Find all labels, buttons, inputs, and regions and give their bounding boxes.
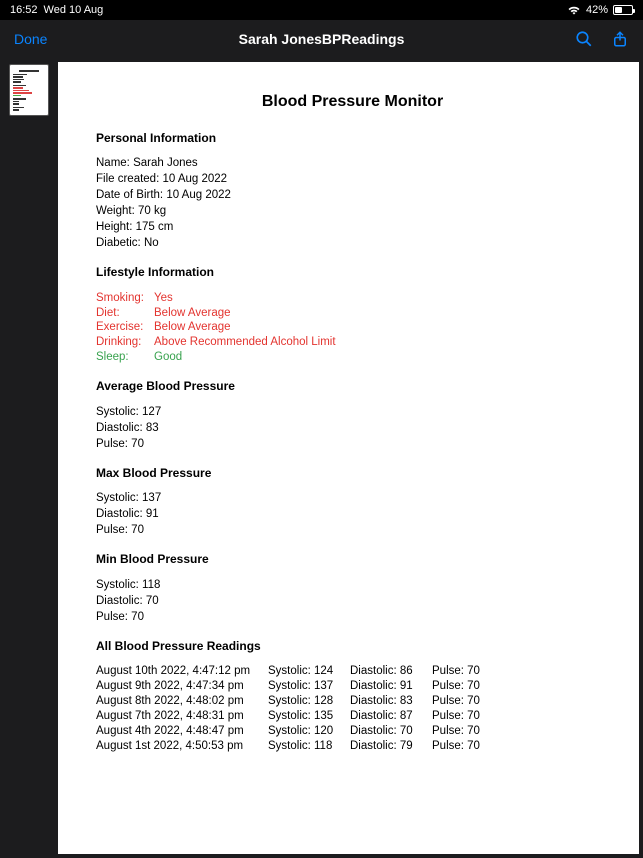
file-created-line: File created: 10 Aug 2022 [96, 172, 609, 187]
status-date: Wed 10 Aug [44, 4, 104, 16]
search-icon[interactable] [575, 30, 593, 48]
nav-bar: Done Sarah JonesBPReadings [0, 20, 643, 58]
reading-systolic: Systolic: 128 [268, 694, 346, 709]
lifestyle-value: Above Recommended Alcohol Limit [154, 335, 336, 350]
reading-diastolic: Diastolic: 86 [350, 664, 428, 679]
battery-fill [615, 7, 622, 13]
lifestyle-row: Smoking:Yes [96, 291, 609, 306]
done-button[interactable]: Done [14, 31, 47, 47]
status-bar: 16:52 Wed 10 Aug 42% [0, 0, 643, 20]
reading-systolic: Systolic: 137 [268, 679, 346, 694]
readings-heading: All Blood Pressure Readings [96, 639, 609, 655]
lifestyle-label: Diet: [96, 306, 154, 321]
status-right: 42% [567, 4, 633, 16]
lifestyle-label: Sleep: [96, 350, 154, 365]
lifestyle-value: Below Average [154, 320, 231, 335]
dob-line: Date of Birth: 10 Aug 2022 [96, 188, 609, 203]
reading-diastolic: Diastolic: 83 [350, 694, 428, 709]
reading-systolic: Systolic: 124 [268, 664, 346, 679]
reading-datetime: August 1st 2022, 4:50:53 pm [96, 739, 264, 754]
max-diastolic: Diastolic: 91 [96, 507, 609, 522]
nav-actions [575, 30, 629, 48]
weight-line: Weight: 70 kg [96, 204, 609, 219]
reading-pulse: Pulse: 70 [432, 739, 609, 754]
reading-datetime: August 9th 2022, 4:47:34 pm [96, 679, 264, 694]
share-icon[interactable] [611, 30, 629, 48]
status-time: 16:52 [10, 4, 38, 16]
status-left: 16:52 Wed 10 Aug [10, 4, 103, 16]
lifestyle-row: Diet:Below Average [96, 306, 609, 321]
lifestyle-block: Smoking:YesDiet:Below AverageExercise:Be… [96, 291, 609, 366]
reading-datetime: August 7th 2022, 4:48:31 pm [96, 709, 264, 724]
reading-diastolic: Diastolic: 91 [350, 679, 428, 694]
document-title-nav: Sarah JonesBPReadings [239, 31, 405, 47]
reading-pulse: Pulse: 70 [432, 679, 609, 694]
lifestyle-row: Drinking:Above Recommended Alcohol Limit [96, 335, 609, 350]
lifestyle-value: Good [154, 350, 182, 365]
personal-heading: Personal Information [96, 131, 609, 147]
lifestyle-row: Sleep:Good [96, 350, 609, 365]
lifestyle-label: Drinking: [96, 335, 154, 350]
lifestyle-label: Smoking: [96, 291, 154, 306]
avg-pulse: Pulse: 70 [96, 437, 609, 452]
content-area: Blood Pressure Monitor Personal Informat… [0, 58, 643, 858]
reading-systolic: Systolic: 118 [268, 739, 346, 754]
reading-diastolic: Diastolic: 70 [350, 724, 428, 739]
lifestyle-label: Exercise: [96, 320, 154, 335]
avg-diastolic: Diastolic: 83 [96, 421, 609, 436]
lifestyle-value: Below Average [154, 306, 231, 321]
lifestyle-heading: Lifestyle Information [96, 265, 609, 281]
battery-percent: 42% [586, 4, 608, 16]
max-heading: Max Blood Pressure [96, 466, 609, 482]
diabetic-line: Diabetic: No [96, 236, 609, 251]
reading-systolic: Systolic: 135 [268, 709, 346, 724]
reading-datetime: August 8th 2022, 4:48:02 pm [96, 694, 264, 709]
wifi-icon [567, 5, 581, 15]
reading-pulse: Pulse: 70 [432, 694, 609, 709]
reading-datetime: August 10th 2022, 4:47:12 pm [96, 664, 264, 679]
document-page: Blood Pressure Monitor Personal Informat… [58, 62, 639, 854]
min-diastolic: Diastolic: 70 [96, 594, 609, 609]
max-pulse: Pulse: 70 [96, 523, 609, 538]
reading-datetime: August 4th 2022, 4:48:47 pm [96, 724, 264, 739]
lifestyle-value: Yes [154, 291, 173, 306]
doc-main-title: Blood Pressure Monitor [96, 92, 609, 113]
avg-systolic: Systolic: 127 [96, 405, 609, 420]
battery-icon [613, 5, 633, 15]
min-pulse: Pulse: 70 [96, 610, 609, 625]
reading-diastolic: Diastolic: 79 [350, 739, 428, 754]
reading-pulse: Pulse: 70 [432, 709, 609, 724]
min-systolic: Systolic: 118 [96, 578, 609, 593]
readings-table: August 10th 2022, 4:47:12 pm Systolic: 12… [96, 664, 609, 754]
thumbnail-rail [0, 58, 58, 858]
max-systolic: Systolic: 137 [96, 491, 609, 506]
name-line: Name: Sarah Jones [96, 156, 609, 171]
min-heading: Min Blood Pressure [96, 552, 609, 568]
lifestyle-row: Exercise:Below Average [96, 320, 609, 335]
page-thumbnail[interactable] [9, 64, 49, 116]
avg-heading: Average Blood Pressure [96, 379, 609, 395]
reading-diastolic: Diastolic: 87 [350, 709, 428, 724]
reading-pulse: Pulse: 70 [432, 724, 609, 739]
reading-pulse: Pulse: 70 [432, 664, 609, 679]
reading-systolic: Systolic: 120 [268, 724, 346, 739]
height-line: Height: 175 cm [96, 220, 609, 235]
